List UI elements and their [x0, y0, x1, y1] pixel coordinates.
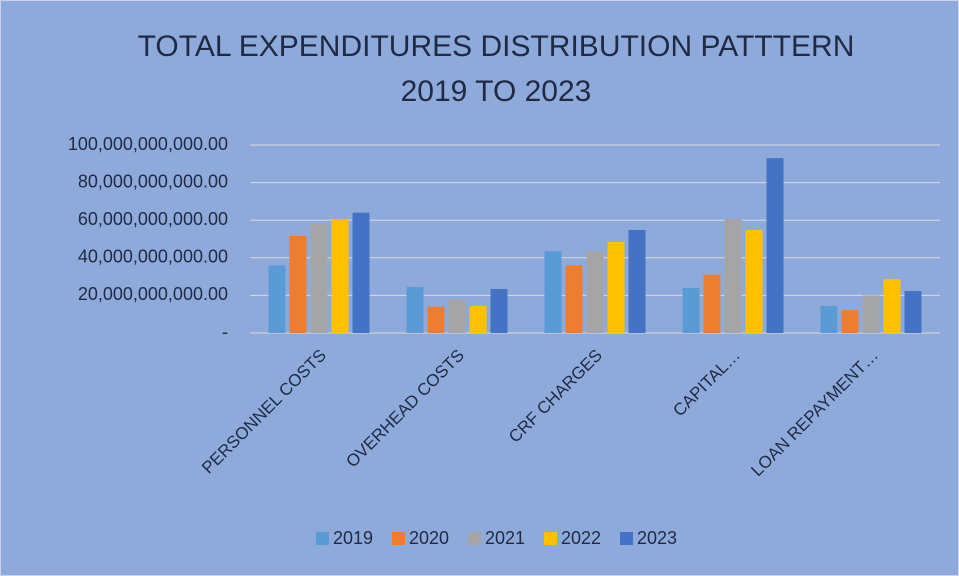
legend-label: 2022 [561, 528, 601, 548]
bar [745, 229, 763, 333]
bar [703, 274, 721, 333]
legend-label: 2021 [485, 528, 525, 548]
bar [628, 229, 646, 333]
y-tick-label: 80,000,000,000.00 [78, 171, 228, 191]
bar [268, 265, 286, 333]
legend-swatch [468, 532, 481, 545]
bar [820, 305, 838, 333]
bar [490, 289, 508, 333]
bar [289, 235, 307, 333]
bar [841, 310, 859, 333]
legend-label: 2019 [333, 528, 373, 548]
bar [544, 251, 562, 333]
bar [682, 287, 700, 333]
bar [607, 242, 625, 333]
y-tick-label: 60,000,000,000.00 [78, 209, 228, 229]
bar [331, 219, 349, 333]
legend-swatch [392, 532, 405, 545]
y-tick-label: - [222, 322, 228, 342]
bar [448, 299, 466, 333]
bar [352, 212, 370, 333]
chart-title: TOTAL EXPENDITURES DISTRIBUTION PATTTERN [138, 30, 855, 63]
bar [883, 279, 901, 333]
legend-swatch [620, 532, 633, 545]
bar [724, 219, 742, 333]
y-tick-label: 40,000,000,000.00 [78, 247, 228, 267]
legend-swatch [544, 532, 557, 545]
y-tick-label: 100,000,000,000.00 [68, 134, 228, 154]
bar [469, 305, 487, 333]
bar [586, 251, 604, 333]
bar [406, 286, 424, 333]
bar [904, 291, 922, 333]
bar [766, 158, 784, 333]
legend-label: 2023 [637, 528, 677, 548]
y-tick-label: 20,000,000,000.00 [78, 284, 228, 304]
bar [310, 223, 328, 333]
bar [427, 306, 445, 333]
legend-label: 2020 [409, 528, 449, 548]
bar [862, 295, 880, 333]
chart-title: 2019 TO 2023 [401, 75, 592, 108]
bar [565, 265, 583, 333]
legend-swatch [316, 532, 329, 545]
